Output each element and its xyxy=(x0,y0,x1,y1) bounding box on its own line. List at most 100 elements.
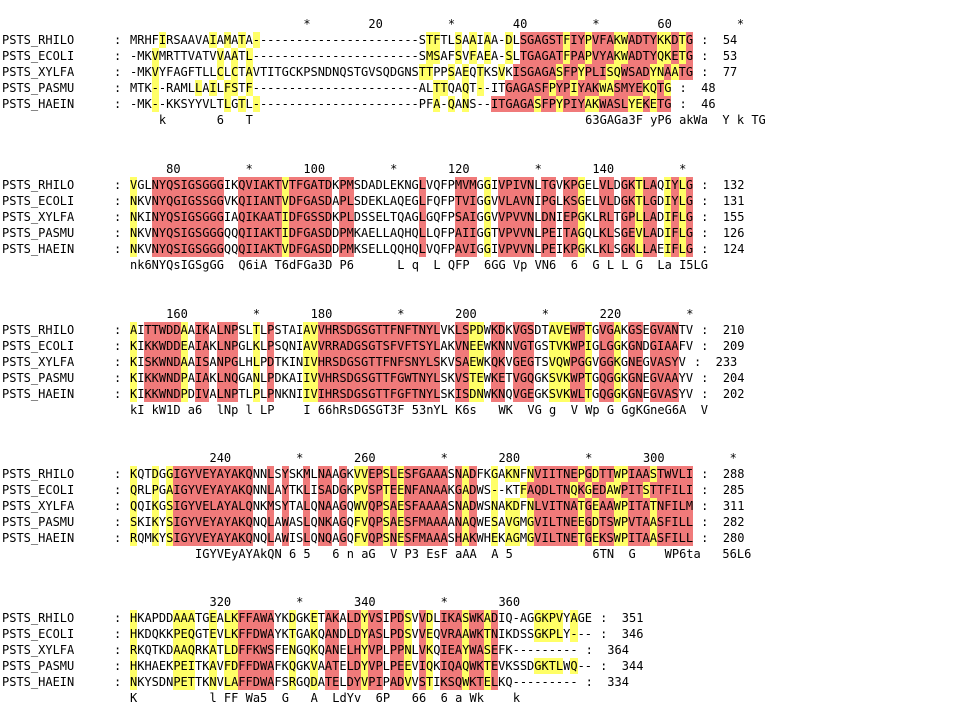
residue-char: T xyxy=(238,49,246,63)
residue-char: P xyxy=(584,48,593,64)
residue-char: K xyxy=(664,48,672,64)
residue-char: S xyxy=(404,354,412,370)
residue-char: H xyxy=(483,531,491,545)
residue-char: G xyxy=(628,322,636,338)
residue-char: K xyxy=(151,370,159,386)
residue-char: F xyxy=(404,322,412,338)
sequence-name: PSTS_ECOLI xyxy=(2,483,75,497)
residue-char: P xyxy=(353,482,362,498)
separator: : xyxy=(114,242,122,256)
residue-char: V xyxy=(685,371,694,385)
residue-char: E xyxy=(490,658,499,674)
residue-char: I xyxy=(664,209,672,225)
residue-char: P xyxy=(440,65,448,79)
residue-char: G xyxy=(512,354,520,370)
residue-char: T xyxy=(187,674,195,690)
residue-char: P xyxy=(151,611,159,625)
residue-char: M xyxy=(137,97,145,111)
residue-char: Q xyxy=(656,48,665,64)
residue-char: T xyxy=(584,322,593,338)
residue-char: N xyxy=(252,499,260,513)
residue-char: M xyxy=(130,81,138,95)
residue-char: V xyxy=(440,323,448,337)
residue-char: I xyxy=(671,514,679,530)
residue-char: V xyxy=(628,514,636,530)
residue-char: T xyxy=(527,338,535,354)
residue-char: - xyxy=(332,33,340,47)
residue-char: A xyxy=(339,611,347,625)
residue-char: L xyxy=(259,371,268,385)
residue-char: E xyxy=(490,530,499,546)
residue-char: T xyxy=(469,370,477,386)
residue-char: K xyxy=(130,466,138,482)
residue-char: G xyxy=(411,178,419,192)
residue-char: I xyxy=(245,225,253,241)
residue-char: G xyxy=(296,643,304,657)
ruler-marks: 320 * 340 * 360 xyxy=(130,595,521,609)
residue-char: N xyxy=(425,482,434,498)
residue-char: T xyxy=(288,499,297,513)
residue-char: A xyxy=(447,515,455,529)
separator: : xyxy=(114,194,122,208)
residue-char: L xyxy=(267,466,275,482)
residue-char: K xyxy=(158,643,167,657)
residue-char: G xyxy=(180,65,188,79)
residue-char: K xyxy=(252,642,260,658)
residue-char: K xyxy=(563,193,571,209)
residue-char: - xyxy=(288,81,297,95)
residue-char: D xyxy=(469,482,477,498)
residue-char: Q xyxy=(584,226,593,240)
residue-char: D xyxy=(361,194,369,208)
residue-char: T xyxy=(425,64,434,80)
residue-char: S xyxy=(527,322,535,338)
residue-char: - xyxy=(570,626,578,642)
residue-char: I xyxy=(209,80,217,96)
residue-char: S xyxy=(346,65,354,79)
residue-char: G xyxy=(476,178,484,192)
residue-char: T xyxy=(368,354,376,370)
residue-char: D xyxy=(469,466,477,482)
residue-char: F xyxy=(296,241,304,257)
residue-char: V xyxy=(534,466,542,482)
residue-char: L xyxy=(592,210,600,224)
residue-count: : 202 xyxy=(701,387,745,401)
residue-char: T xyxy=(274,209,282,225)
residue-char: N xyxy=(223,322,232,338)
residue-char: E xyxy=(404,658,412,674)
residue-char: E xyxy=(202,482,210,498)
residue-char: A xyxy=(462,354,470,370)
residue-char: L xyxy=(223,626,232,642)
residue-char: P xyxy=(584,64,593,80)
sequence-name: PSTS_ECOLI xyxy=(2,194,75,208)
residue-char: L xyxy=(418,241,426,257)
separator: : xyxy=(114,467,122,481)
residue-char: E xyxy=(527,386,535,402)
residue-char: V xyxy=(519,225,528,241)
residue-char: L xyxy=(382,659,390,673)
residue-char: F xyxy=(245,626,253,642)
residue-char: - xyxy=(483,97,491,111)
residue-char: T xyxy=(375,370,383,386)
residue-char: A xyxy=(180,33,188,47)
residue-char: Q xyxy=(382,65,390,79)
residue-char: D xyxy=(656,226,665,240)
residue-char: S xyxy=(194,241,203,257)
residue-char: F xyxy=(440,194,448,208)
residue-char: N xyxy=(130,193,138,209)
residue-char: F xyxy=(599,32,607,48)
residue-char: Y xyxy=(555,96,564,112)
residue-char: N xyxy=(252,483,260,497)
residue-count: : 233 xyxy=(693,355,738,369)
residue-char: N xyxy=(151,209,159,225)
residue-char: S xyxy=(194,209,203,225)
residue-char: I xyxy=(671,530,679,546)
residue-char: T xyxy=(678,32,686,48)
residue-char: A xyxy=(454,81,463,95)
residue-char: G xyxy=(418,466,426,482)
residue-char: Y xyxy=(158,241,167,257)
residue-char: A xyxy=(570,610,578,626)
residue-count: : 46 xyxy=(679,97,716,111)
residue-char: G xyxy=(599,354,607,370)
residue-char: K xyxy=(353,242,362,256)
residue-char: T xyxy=(656,482,665,498)
